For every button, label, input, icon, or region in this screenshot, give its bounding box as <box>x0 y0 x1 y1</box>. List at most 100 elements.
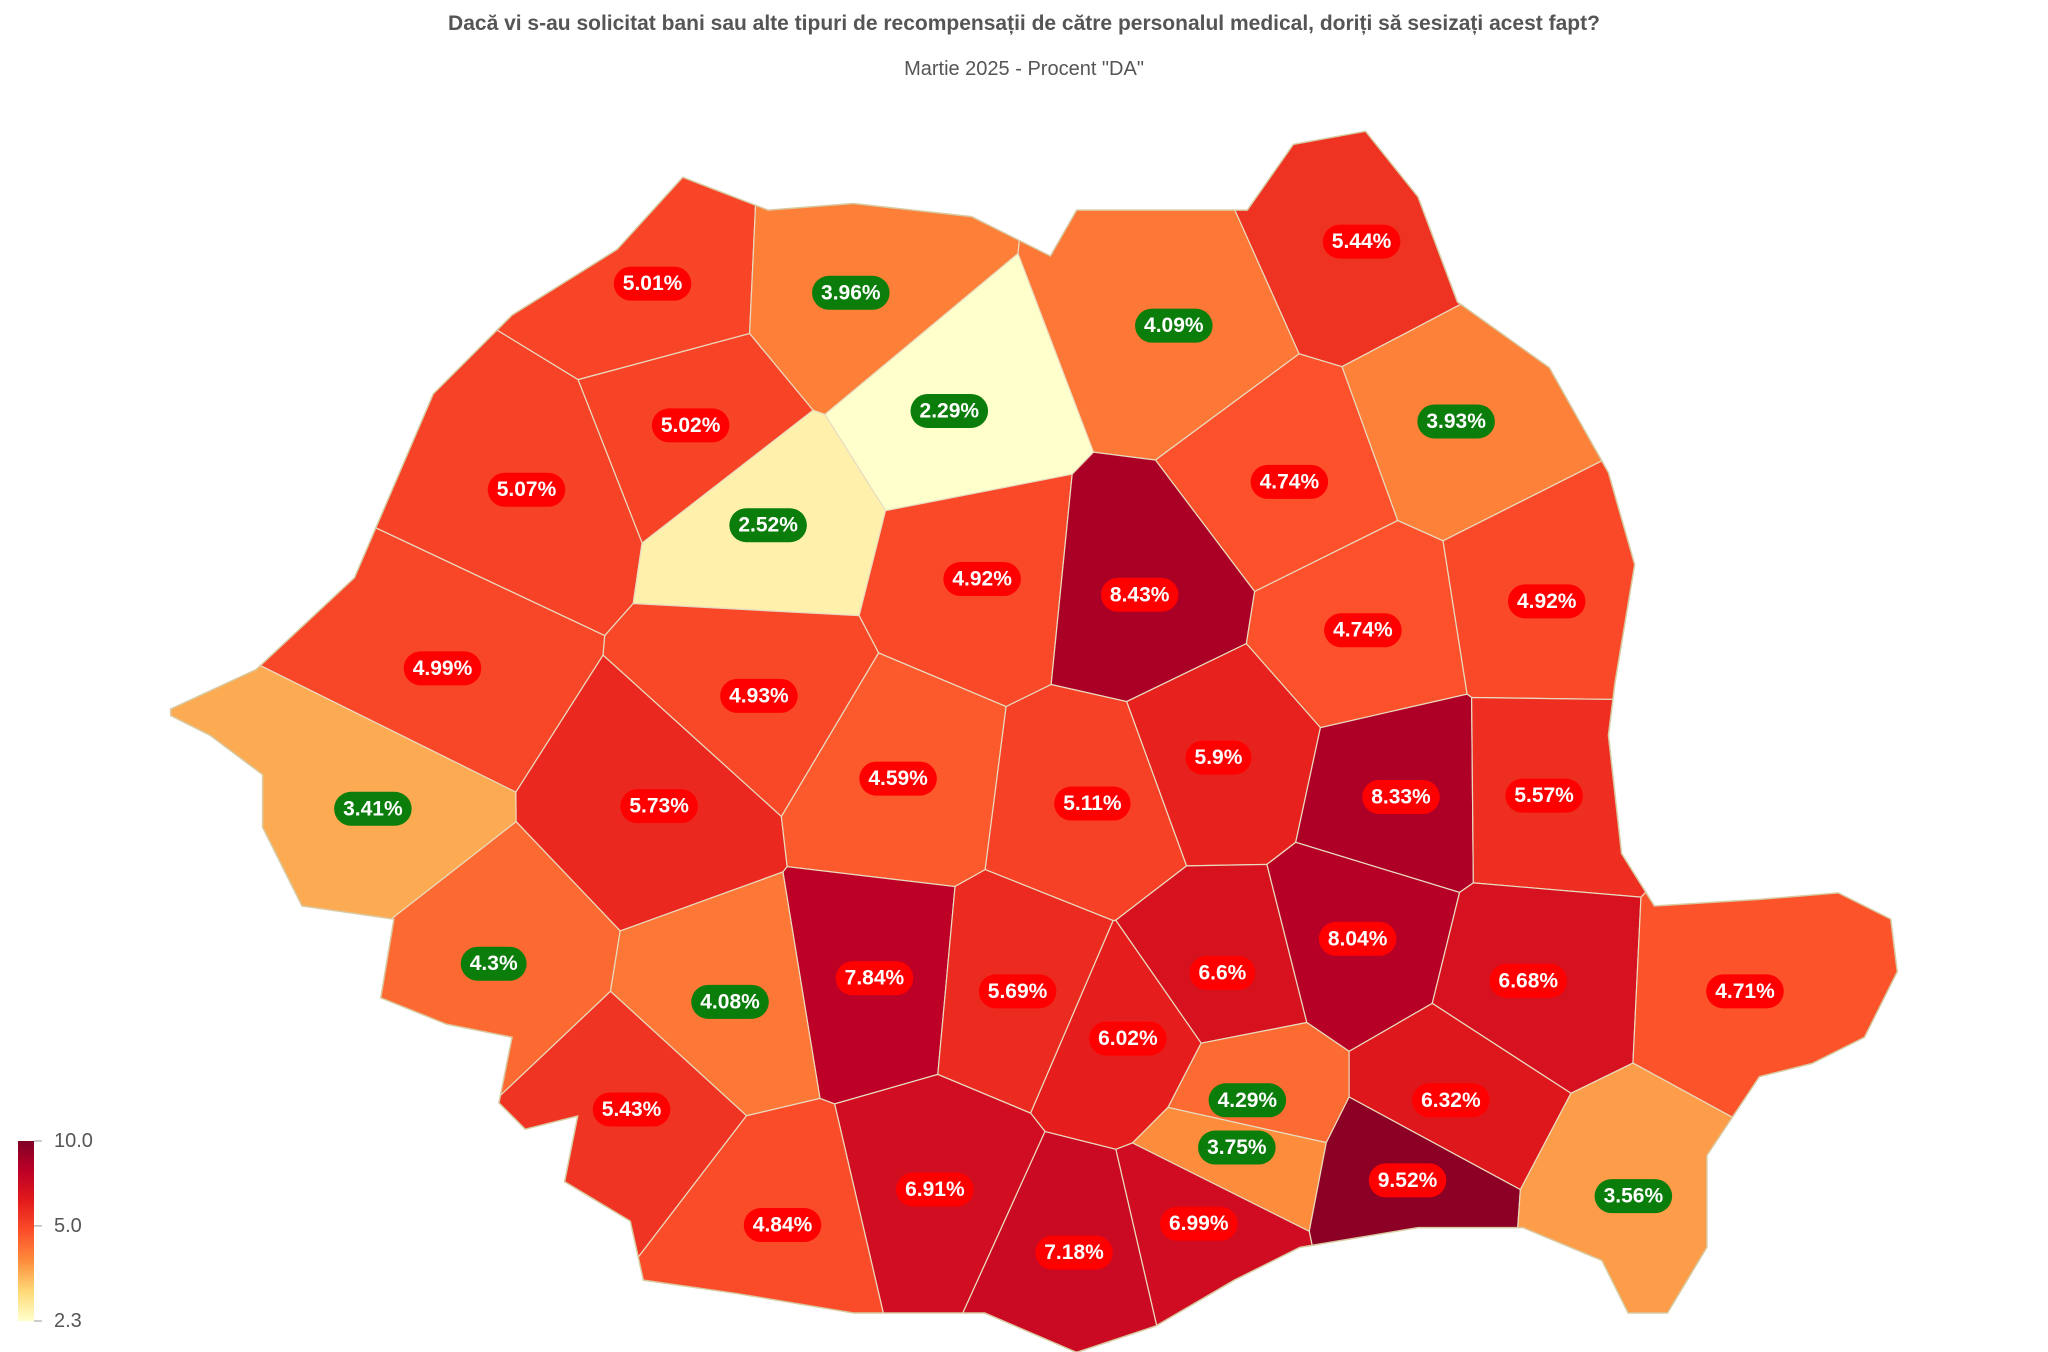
value-label: 6.68% <box>1499 969 1559 992</box>
value-label: 3.75% <box>1207 1136 1267 1159</box>
value-label: 8.43% <box>1110 583 1170 606</box>
map-title: Dacă vi s-au solicitat bani sau alte tip… <box>448 12 1600 35</box>
value-label: 5.57% <box>1514 784 1574 807</box>
value-badge <box>896 1172 974 1207</box>
value-badge <box>1035 1235 1113 1270</box>
value-label: 5.11% <box>1063 792 1122 815</box>
value-label: 9.52% <box>1378 1169 1438 1192</box>
value-badge <box>1368 1163 1447 1198</box>
legend-bar <box>18 1141 34 1321</box>
value-badge <box>910 393 989 428</box>
value-badge <box>1417 404 1495 439</box>
value-label: 5.73% <box>629 795 689 818</box>
value-label: 6.99% <box>1169 1212 1229 1235</box>
value-badge <box>460 946 527 981</box>
value-label: 3.93% <box>1426 410 1486 433</box>
value-label: 6.91% <box>905 1178 965 1201</box>
value-label: 4.99% <box>413 657 473 680</box>
value-label: 7.84% <box>845 967 905 990</box>
value-label: 3.41% <box>343 797 403 820</box>
value-badge <box>1208 1083 1287 1118</box>
value-badge <box>1189 955 1256 990</box>
region <box>170 131 766 381</box>
value-badge <box>743 1208 822 1243</box>
value-badge <box>1324 613 1402 648</box>
value-badge <box>487 472 566 507</box>
value-label: 4.74% <box>1333 619 1393 642</box>
value-label: 6.02% <box>1098 1027 1158 1050</box>
value-badge <box>1594 1179 1673 1214</box>
value-badge <box>620 789 698 824</box>
value-label: 3.56% <box>1604 1185 1664 1208</box>
value-label: 4.3% <box>470 952 518 975</box>
country-outline <box>169 130 1899 1352</box>
region <box>227 990 748 1352</box>
value-badge <box>943 562 1021 597</box>
value-badge <box>812 275 890 310</box>
value-label: 4.29% <box>1218 1089 1278 1112</box>
map-subtitle: Martie 2025 - Procent "DA" <box>904 58 1144 80</box>
legend-tick-label: 10.0 <box>54 1130 93 1152</box>
value-label: 6.32% <box>1421 1089 1481 1112</box>
value-badge <box>835 961 914 996</box>
value-label: 4.08% <box>700 990 760 1013</box>
value-label: 3.96% <box>821 281 881 304</box>
value-label: 2.29% <box>920 399 980 422</box>
value-label: 4.92% <box>1517 590 1577 613</box>
value-badge <box>651 408 730 443</box>
value-label: 5.02% <box>661 414 721 437</box>
value-badge <box>334 791 412 826</box>
value-badge <box>1135 308 1213 343</box>
legend-tick-label: 5.0 <box>54 1215 82 1237</box>
value-label: 5.01% <box>623 272 683 295</box>
legend-tick-label: 2.3 <box>54 1310 82 1332</box>
value-label: 4.71% <box>1715 980 1775 1003</box>
value-label: 5.69% <box>988 980 1048 1003</box>
value-badge <box>1489 963 1568 998</box>
value-badge <box>1322 224 1401 259</box>
value-badge <box>403 651 482 686</box>
value-badge <box>592 1092 671 1127</box>
value-badge <box>1198 1130 1276 1165</box>
value-badge <box>1159 1206 1238 1241</box>
value-label: 4.92% <box>952 568 1012 591</box>
value-badge <box>729 508 807 543</box>
value-badge <box>978 974 1057 1009</box>
value-label: 5.44% <box>1332 230 1392 253</box>
region <box>1508 1062 1898 1352</box>
value-badge <box>1318 921 1397 956</box>
value-label: 8.04% <box>1328 927 1388 950</box>
value-badge <box>691 984 769 1019</box>
value-label: 4.59% <box>868 767 928 790</box>
value-badge <box>1507 584 1586 619</box>
value-label: 4.84% <box>753 1214 813 1237</box>
value-badge <box>1089 1021 1167 1056</box>
value-badge <box>1412 1083 1490 1118</box>
value-label: 6.6% <box>1198 961 1246 984</box>
value-label: 5.9% <box>1195 746 1243 769</box>
value-badge <box>613 266 692 301</box>
badges: 5.01% 3.96% 5.44% 4.09% 2.29% 5.02% 3.93% 5.07%… <box>334 224 1784 1270</box>
value-label: 8.33% <box>1371 785 1431 808</box>
value-badge <box>1362 779 1440 814</box>
region <box>1341 131 1898 542</box>
value-label: 4.93% <box>729 684 789 707</box>
value-badge <box>1100 577 1179 612</box>
value-label: 7.18% <box>1044 1241 1104 1264</box>
value-badge <box>1054 786 1131 821</box>
value-badge <box>720 678 798 713</box>
value-badge <box>1250 464 1329 499</box>
value-badge <box>1505 778 1583 813</box>
value-label: 5.43% <box>602 1098 662 1121</box>
legend: 10.0 5.0 2.3 <box>18 1130 93 1332</box>
value-badge <box>859 761 937 796</box>
value-label: 4.09% <box>1144 314 1204 337</box>
value-label: 4.74% <box>1260 470 1320 493</box>
value-label: 5.07% <box>497 478 557 501</box>
value-badge <box>1706 974 1784 1009</box>
value-badge <box>1185 740 1252 775</box>
value-label: 2.52% <box>738 514 798 537</box>
